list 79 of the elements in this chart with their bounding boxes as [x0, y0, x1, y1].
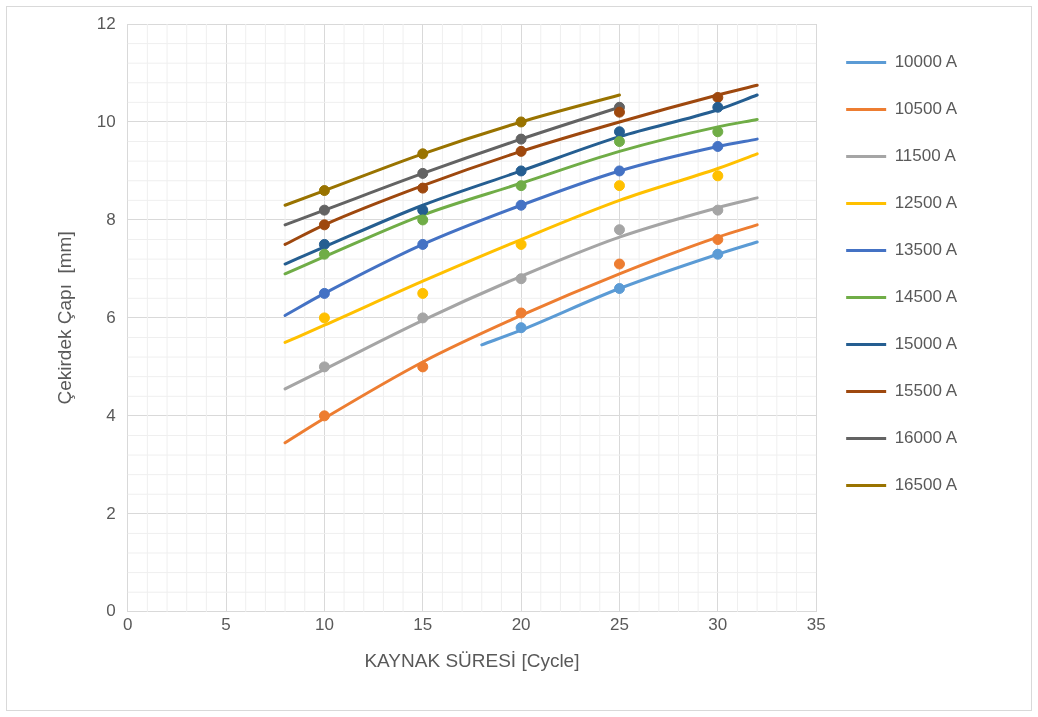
- point: [515, 199, 527, 211]
- legend-label: 14500 A: [894, 287, 958, 307]
- line-series: [283, 93, 621, 207]
- line-series: [283, 196, 759, 391]
- y-tick-label: 8: [106, 209, 116, 229]
- line-series: [283, 137, 759, 317]
- point: [613, 106, 625, 118]
- point: [417, 312, 429, 324]
- point: [613, 165, 625, 177]
- point: [613, 136, 625, 148]
- line-series: [283, 93, 759, 266]
- y-tick-label: 2: [106, 503, 116, 523]
- y-axis-title: Çekirdek Çapı [mm]: [53, 231, 75, 405]
- point: [515, 307, 527, 319]
- point: [515, 133, 527, 145]
- legend-label: 16500 A: [894, 475, 958, 495]
- legend-label: 12500 A: [894, 193, 958, 213]
- line-series: [480, 240, 759, 347]
- point: [712, 234, 724, 246]
- legend-label: 16000 A: [894, 428, 958, 448]
- point: [417, 204, 429, 216]
- x-tick-label: 35: [806, 614, 826, 634]
- y-tick-label: 6: [106, 307, 116, 327]
- x-axis-title: KAYNAK SÜRESİ [Cycle]: [364, 649, 580, 671]
- point: [613, 283, 625, 295]
- y-tick-label: 12: [96, 13, 116, 33]
- point: [515, 273, 527, 285]
- point: [417, 214, 429, 226]
- point: [515, 145, 527, 157]
- point: [318, 219, 330, 231]
- point: [515, 322, 527, 334]
- point: [712, 101, 724, 113]
- x-tick-label: 25: [610, 614, 629, 634]
- legend-label: 10000 A: [894, 52, 958, 72]
- point: [318, 204, 330, 216]
- point: [515, 116, 527, 128]
- point: [712, 204, 724, 216]
- y-tick-label: 0: [106, 601, 116, 621]
- point: [318, 410, 330, 422]
- point: [613, 258, 625, 270]
- x-tick-label: 10: [314, 614, 334, 634]
- point: [712, 126, 724, 138]
- point: [417, 238, 429, 250]
- point: [318, 248, 330, 260]
- x-tick-label: 20: [511, 614, 531, 634]
- point: [613, 224, 625, 236]
- line-series: [283, 152, 759, 344]
- point: [417, 148, 429, 160]
- line-series: [283, 83, 759, 246]
- legend-label: 10500 A: [894, 99, 958, 119]
- legend-label: 13500 A: [894, 240, 958, 260]
- legend-label: 15000 A: [894, 334, 958, 354]
- point: [613, 180, 625, 192]
- point: [515, 165, 527, 177]
- point: [417, 287, 429, 299]
- point: [712, 140, 724, 152]
- point: [515, 238, 527, 250]
- x-tick-label: 30: [708, 614, 728, 634]
- line-series: [283, 118, 759, 276]
- legend-label: 11500 A: [894, 146, 957, 166]
- point: [318, 287, 330, 299]
- y-tick-label: 4: [106, 405, 116, 425]
- point: [712, 91, 724, 103]
- point: [515, 180, 527, 192]
- point: [318, 185, 330, 197]
- line-series: [283, 223, 759, 445]
- x-tick-label: 15: [413, 614, 433, 634]
- point: [318, 361, 330, 373]
- y-tick-label: 10: [96, 111, 116, 131]
- legend-label: 15500 A: [894, 381, 958, 401]
- point: [318, 312, 330, 324]
- point: [712, 248, 724, 260]
- point: [417, 167, 429, 179]
- x-tick-label: 5: [221, 614, 231, 634]
- point: [417, 182, 429, 194]
- point: [712, 170, 724, 182]
- point: [417, 361, 429, 373]
- x-tick-label: 0: [122, 614, 133, 634]
- point: [318, 238, 330, 250]
